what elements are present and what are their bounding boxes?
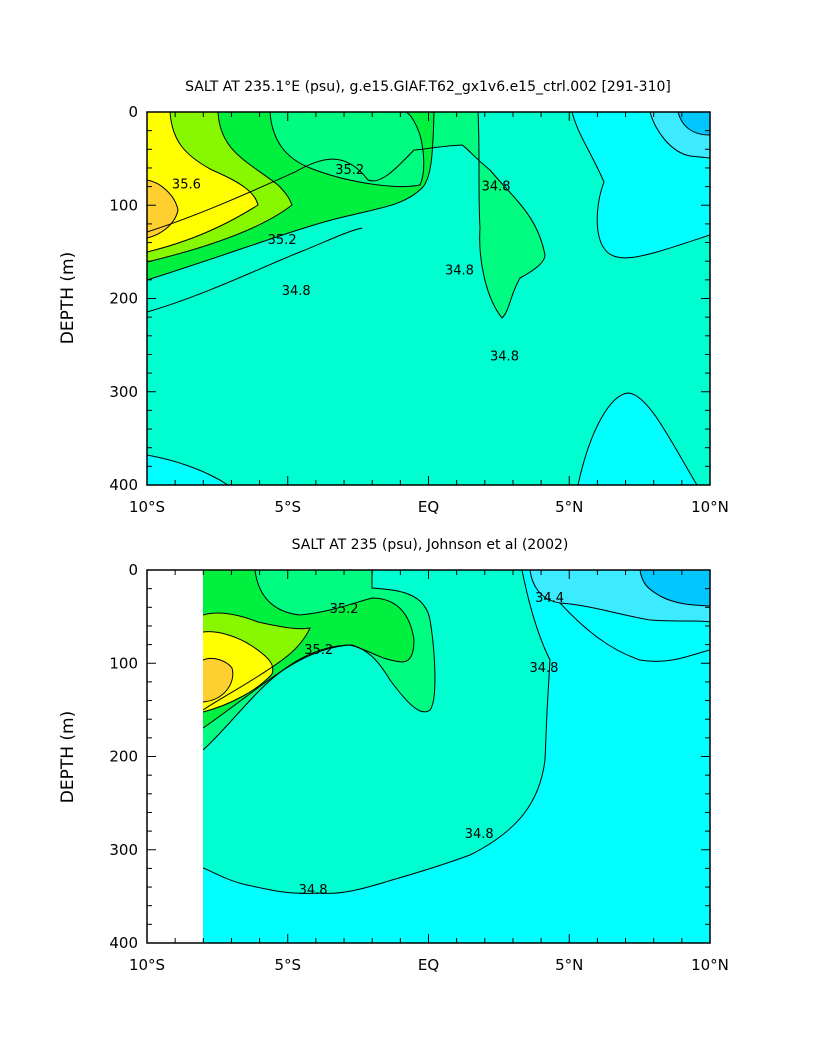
- contour-value-label: 34.4: [535, 591, 564, 606]
- top-axes: 10°S 5°S EQ 5°N 10°N 0 100 200 300 400: [109, 103, 729, 516]
- y-tick-label: 400: [109, 934, 138, 952]
- x-tick-label: 10°N: [691, 956, 729, 974]
- contour-line: [269, 112, 425, 187]
- contour-value-label: 35.6: [172, 178, 201, 193]
- top-contour-lines: [147, 112, 710, 485]
- contour-line: [202, 631, 274, 713]
- bottom-contour-lines: [202, 570, 710, 894]
- x-tick-label: 10°S: [129, 498, 165, 516]
- contour-line: [559, 602, 710, 662]
- y-tick-label: 100: [109, 196, 138, 214]
- contour-value-label: 34.8: [529, 661, 558, 676]
- contour-line: [147, 227, 363, 313]
- x-tick-label: EQ: [418, 956, 439, 974]
- bottom-panel: SALT AT 235 (psu), Johnson et al (2002): [58, 537, 729, 974]
- y-tick-label: 0: [128, 103, 138, 121]
- contour-line: [639, 570, 710, 607]
- bottom-y-axis-label: DEPTH (m): [58, 711, 78, 803]
- bottom-panel-title: SALT AT 235 (psu), Johnson et al (2002): [292, 537, 569, 553]
- contour-line: [147, 112, 293, 263]
- y-tick-label: 300: [109, 841, 138, 859]
- contour-line: [202, 570, 551, 894]
- contour-value-label: 34.8: [465, 827, 494, 842]
- contour-line: [649, 112, 710, 159]
- fill-34-0: [678, 112, 710, 135]
- contour-line: [147, 112, 259, 253]
- fill-35-0: [270, 112, 424, 187]
- x-tick-label: 5°N: [555, 498, 583, 516]
- x-tick-label: EQ: [418, 498, 439, 516]
- y-tick-label: 400: [109, 476, 138, 494]
- contour-line: [147, 179, 179, 239]
- top-y-axis-label: DEPTH (m): [58, 252, 78, 344]
- contour-line: [577, 392, 698, 485]
- top-contour-labels: 35.6 35.2 35.2 34.8 34.8 34.8 34.8: [172, 163, 519, 365]
- contour-value-label: 35.2: [335, 163, 364, 178]
- y-tick-label: 300: [109, 383, 138, 401]
- contour-line: [677, 112, 710, 136]
- contour-value-label: 34.8: [282, 284, 311, 299]
- fill-34-6: [147, 455, 228, 485]
- contour-line: [147, 112, 546, 319]
- bottom-contour-field: 35.2 35.2 34.4 34.8 34.8 34.8: [202, 570, 710, 943]
- contour-line: [529, 570, 710, 623]
- contour-line: [202, 570, 415, 729]
- contour-line: [202, 657, 234, 703]
- fill-34-0: [640, 570, 710, 606]
- top-panel: SALT AT 235.1°E (psu), g.e15.GIAF.T62_gx…: [58, 79, 729, 516]
- x-tick-label: 5°N: [555, 956, 583, 974]
- contour-line: [571, 112, 710, 259]
- contour-value-label: 35.2: [304, 643, 333, 658]
- bottom-axes: 10°S 5°S EQ 5°N 10°N 0 100 200 300 400: [109, 561, 729, 974]
- contour-value-label: 34.8: [482, 180, 511, 195]
- contour-line: [202, 570, 436, 751]
- x-tick-label: 5°S: [274, 498, 301, 516]
- bottom-contour-labels: 35.2 35.2 34.4 34.8 34.8 34.8: [299, 591, 564, 898]
- top-panel-title: SALT AT 235.1°E (psu), g.e15.GIAF.T62_gx…: [185, 79, 671, 95]
- contour-value-label: 34.8: [299, 883, 328, 898]
- contour-line: [147, 454, 229, 485]
- contour-line: [147, 112, 435, 281]
- y-tick-label: 200: [109, 748, 138, 766]
- contour-value-label: 35.2: [330, 602, 359, 617]
- y-tick-label: 100: [109, 654, 138, 672]
- x-tick-label: 5°S: [274, 956, 301, 974]
- y-tick-label: 0: [128, 561, 138, 579]
- contour-value-label: 34.8: [490, 349, 519, 364]
- contour-value-label: 34.8: [445, 264, 474, 279]
- y-tick-label: 200: [109, 290, 138, 308]
- top-contour-field: 35.6 35.2 35.2 34.8 34.8 34.8 34.8: [147, 112, 710, 485]
- fill-34-6: [578, 393, 697, 485]
- contour-value-label: 35.2: [268, 233, 297, 248]
- x-tick-label: 10°S: [129, 956, 165, 974]
- contour-line: [202, 612, 311, 711]
- x-tick-label: 10°N: [691, 498, 729, 516]
